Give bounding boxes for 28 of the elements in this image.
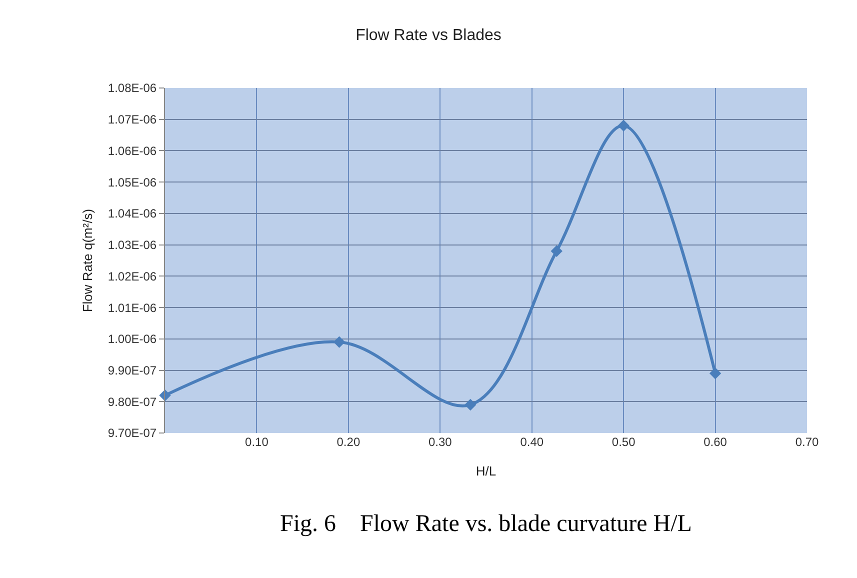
x-tick-label: 0.70 bbox=[795, 435, 819, 449]
x-axis-title: H/L bbox=[476, 464, 496, 479]
chart-title: Flow Rate vs Blades bbox=[356, 27, 502, 44]
y-tick-label: 1.06E-06 bbox=[108, 144, 157, 158]
x-tick-label: 0.10 bbox=[245, 435, 269, 449]
y-tick-label: 1.00E-06 bbox=[108, 332, 157, 346]
y-tick-label: 1.02E-06 bbox=[108, 269, 157, 284]
y-axis-title: Flow Rate q(m²/s) bbox=[80, 208, 95, 312]
y-tick-label: 1.05E-06 bbox=[108, 175, 157, 190]
y-tick-label: 1.03E-06 bbox=[108, 238, 157, 252]
caption: Fig. 6 Flow Rate vs. blade curvature H/L bbox=[280, 511, 692, 537]
y-tick-label: 1.01E-06 bbox=[108, 300, 157, 315]
point bbox=[464, 398, 476, 411]
point bbox=[709, 368, 722, 380]
point bbox=[618, 120, 630, 132]
y-tick-label: 1.07E-06 bbox=[108, 112, 157, 127]
x-tick-label: 0.30 bbox=[428, 435, 452, 449]
point bbox=[333, 336, 346, 348]
y-tick-label: 9.80E-07 bbox=[108, 394, 157, 409]
y-tick-label: 1.08E-06 bbox=[108, 81, 157, 96]
x-tick-label: 0.50 bbox=[612, 435, 636, 449]
x-tick-label: 0.60 bbox=[704, 435, 728, 449]
x-tick-label: 0.40 bbox=[520, 435, 544, 449]
point bbox=[550, 245, 562, 257]
y-tick-label: 9.90E-07 bbox=[108, 363, 157, 378]
y-tick-label: 9.70E-07 bbox=[108, 426, 157, 440]
y-tick-label: 1.04E-06 bbox=[108, 206, 157, 221]
x-tick-label: 0.20 bbox=[336, 435, 360, 449]
